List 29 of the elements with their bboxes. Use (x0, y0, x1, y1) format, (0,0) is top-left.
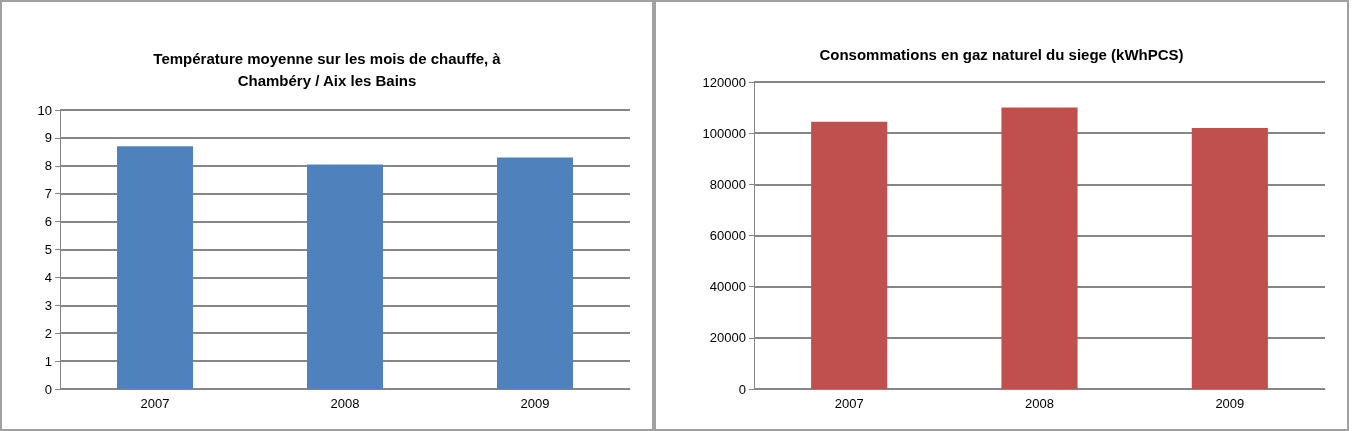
y-tick-label: 7 (44, 186, 52, 202)
x-tick-label: 2009 (520, 396, 550, 411)
y-tick-label: 3 (44, 297, 52, 313)
chart-title: Consommations en gaz naturel du siege (kWhPCS) (819, 45, 1184, 63)
bar (307, 164, 383, 389)
x-tick-label: 2007 (140, 396, 170, 411)
y-tick-label: 60000 (709, 228, 746, 243)
y-tick-label: 2 (44, 325, 52, 341)
y-tick-label: 1 (44, 353, 52, 369)
y-tick-label: 20000 (709, 330, 746, 346)
x-tick-label: 2008 (330, 396, 360, 411)
x-tick-label: 2009 (1215, 396, 1245, 411)
y-tick-label: 8 (44, 158, 52, 174)
y-tick-label: 100000 (702, 125, 746, 141)
x-tick-label: 2007 (834, 396, 864, 411)
y-tick-label: 10 (37, 102, 52, 118)
y-tick-label: 0 (44, 381, 52, 397)
y-tick-label: 0 (738, 381, 746, 397)
y-tick-label: 120000 (702, 74, 746, 90)
y-tick-label: 4 (44, 269, 52, 285)
chart-title: Température moyenne sur les mois de chauffe, à Chambéry / Aix les Bains (153, 49, 502, 89)
y-tick-label: 6 (44, 214, 52, 230)
bar (497, 157, 573, 389)
y-tick-label: 9 (44, 130, 52, 146)
y-tick-label: 80000 (709, 176, 746, 192)
y-tick-label: 40000 (709, 279, 746, 295)
y-tick-label: 5 (44, 242, 52, 257)
x-tick-label: 2008 (1025, 396, 1054, 411)
bar (117, 146, 193, 389)
